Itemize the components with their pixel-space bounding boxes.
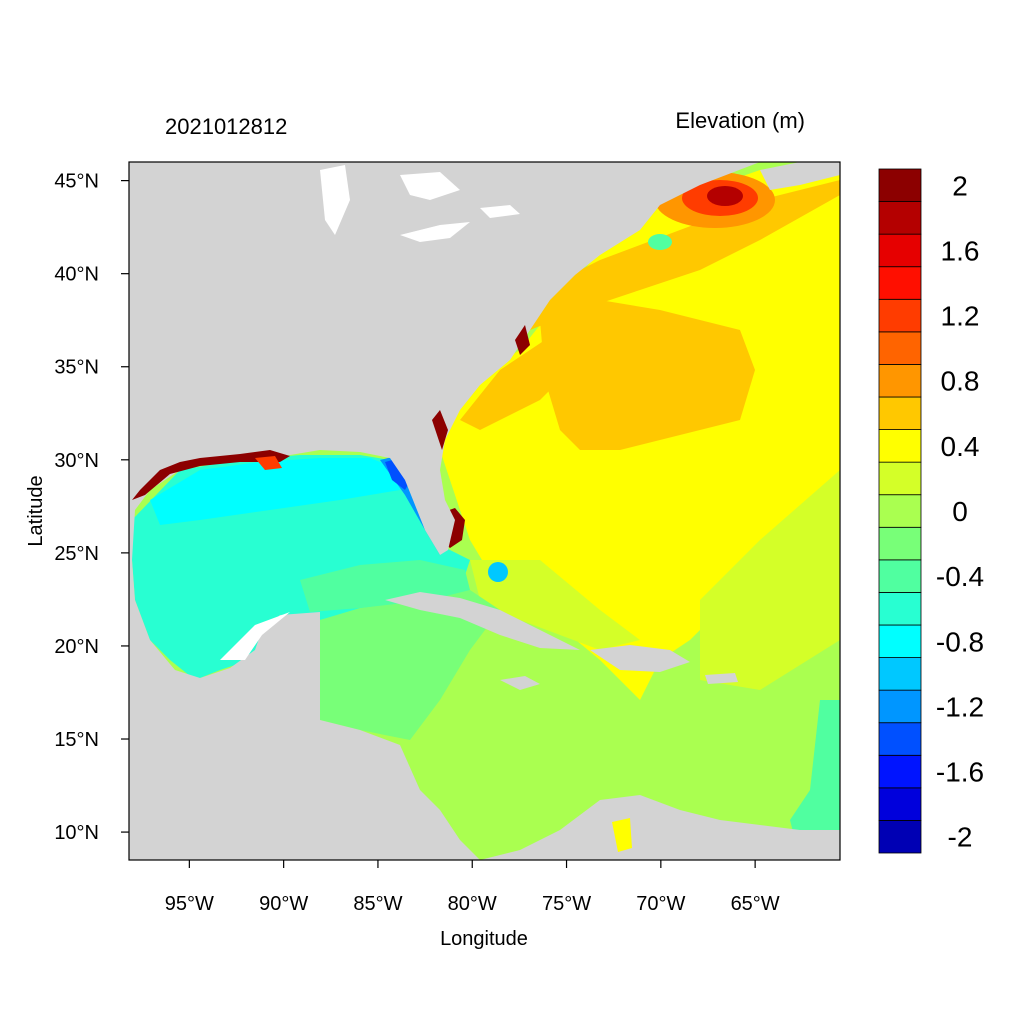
georgia-coast-high: [432, 410, 448, 450]
colorbar: -2 -1.6 -1.2 -0.8 -0.4 0 0.4 0.8 1.2 1.6 2: [878, 168, 984, 854]
lon-tick-label: 65°W: [731, 893, 780, 915]
colorbar-swatch: [878, 331, 922, 365]
colorbar-swatch: [878, 364, 922, 398]
colorbar-swatch: [878, 396, 922, 430]
lat-tick-label: 15°N: [54, 729, 99, 751]
colorbar-swatch: [878, 168, 922, 202]
puerto-rico-land: [705, 673, 738, 684]
lake-huron: [400, 172, 460, 200]
map-panel: [129, 162, 840, 860]
southeast-shelf-field: [460, 300, 620, 430]
colorbar-label: 0: [952, 496, 968, 527]
colorbar-swatch: [878, 233, 922, 268]
colorbar-label: 2: [952, 170, 968, 201]
apalachee-bay-low: [385, 458, 412, 490]
lat-tick-label: 35°N: [54, 357, 99, 379]
yucatan-coast: [220, 612, 290, 660]
gulf-of-maine-max: [707, 186, 743, 206]
cape-cod-low: [648, 234, 672, 250]
colorbar-swatch: [878, 820, 922, 854]
lat-tick-label: 45°N: [54, 171, 99, 193]
coastal-flooding-marks: [132, 325, 530, 500]
lake-michigan: [320, 165, 350, 235]
variable-title: Elevation (m): [675, 108, 805, 133]
lon-tick-label: 95°W: [165, 893, 214, 915]
colorbar-label: -0.4: [936, 561, 984, 592]
colorbar-swatch: [878, 298, 922, 333]
maracaibo-lake: [612, 818, 632, 852]
lon-tick-label: 80°W: [448, 893, 497, 915]
eastern-caribbean-field: [790, 700, 840, 860]
colorbar-swatch: [878, 689, 922, 724]
colorbar-swatch: [878, 657, 922, 691]
lat-tick-label: 30°N: [54, 450, 99, 472]
colorbar-swatch: [878, 266, 922, 300]
longitude-axis: 95°W 90°W 85°W 80°W 75°W 70°W 65°W: [165, 860, 780, 915]
colorbar-label: -0.8: [936, 626, 984, 657]
colorbar-swatch: [878, 787, 922, 821]
lon-tick-label: 75°W: [542, 893, 591, 915]
lon-tick-label: 85°W: [353, 893, 402, 915]
colorbar-swatch: [878, 754, 922, 789]
bahamas-field: [470, 560, 640, 650]
colorbar-swatch: [878, 559, 922, 593]
colorbar-label: -1.6: [936, 757, 984, 788]
colorbar-swatch: [878, 526, 922, 561]
jamaica-land: [500, 676, 540, 690]
south-america-land: [480, 795, 840, 860]
latitude-axis: 45°N 40°N 35°N 30°N 25°N 20°N 15°N 10°N: [54, 171, 129, 844]
y-axis-label: Latitude: [25, 475, 47, 546]
northern-gulf-low: [150, 458, 400, 525]
lat-tick-label: 10°N: [54, 822, 99, 844]
colorbar-swatch: [878, 201, 922, 235]
lon-tick-label: 70°W: [636, 893, 685, 915]
nova-scotia-land: [760, 162, 840, 190]
colorbar-label: 0.4: [941, 431, 980, 462]
gulf-coast-high: [132, 450, 290, 500]
colorbar-swatch: [878, 494, 922, 528]
cuba-land: [385, 592, 580, 650]
north-central-america-land: [129, 162, 760, 860]
lake-ontario: [480, 205, 520, 218]
lat-tick-label: 40°N: [54, 264, 99, 286]
colorbar-label: 1.6: [941, 235, 980, 266]
lat-tick-label: 20°N: [54, 636, 99, 658]
colorbar-swatch: [878, 429, 922, 463]
timestamp-label: 2021012812: [165, 114, 287, 139]
sargasso-field: [700, 470, 840, 690]
carolina-coast-high: [515, 325, 530, 355]
mississippi-delta-high: [255, 456, 282, 470]
land: [129, 162, 840, 860]
colorbar-swatch: [878, 624, 922, 658]
colorbar-label: -1.2: [936, 691, 984, 722]
plot-frame: [128, 161, 841, 861]
bahamas-low: [488, 562, 508, 582]
colorbar-label: 1.2: [941, 301, 980, 332]
hispaniola-land: [590, 645, 690, 672]
colorbar-label: 0.8: [941, 366, 980, 397]
lakes: [220, 165, 632, 852]
colorbar-swatch: [878, 722, 922, 756]
lat-tick-label: 25°N: [54, 543, 99, 565]
colorbar-label: -2: [948, 822, 973, 853]
lon-tick-label: 90°W: [259, 893, 308, 915]
x-axis-label: Longitude: [440, 928, 528, 950]
lake-erie: [400, 222, 470, 242]
colorbar-swatch: [878, 461, 922, 496]
colorbar-swatch: [878, 592, 922, 626]
western-caribbean-field: [320, 590, 500, 740]
